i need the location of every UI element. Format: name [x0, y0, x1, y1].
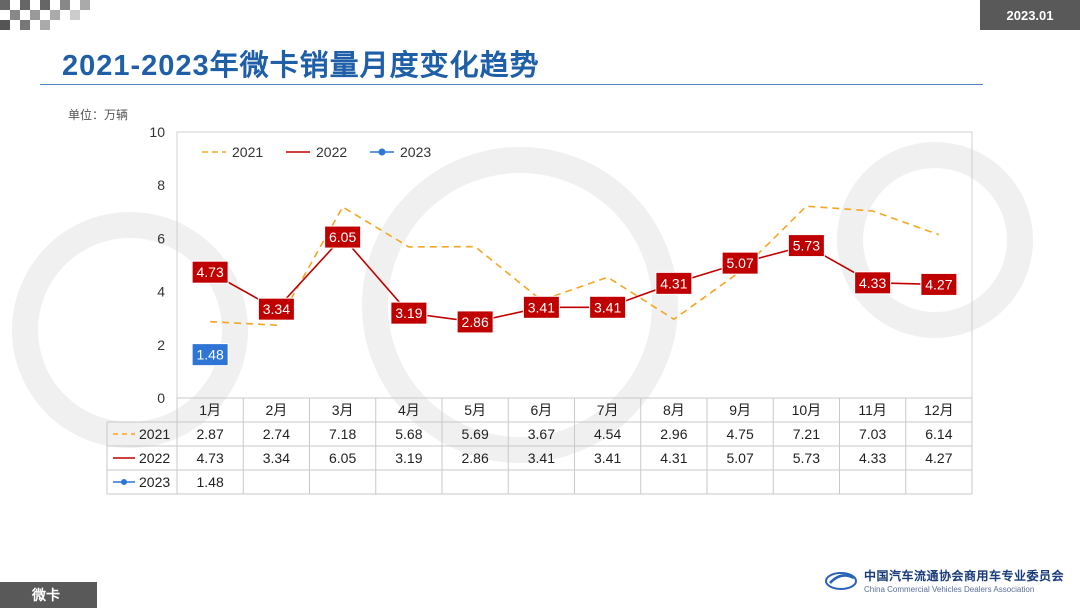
y-tick-label: 2 — [157, 337, 165, 353]
series-2022-label-box — [589, 295, 627, 319]
y-tick-label: 4 — [157, 284, 165, 300]
series-2022-label-box — [787, 234, 825, 258]
x-tick-label: 12月 — [924, 402, 954, 418]
org-name-en: China Commercial Vehicles Dealers Associ… — [863, 585, 1035, 594]
series-2022-data-label: 6.05 — [329, 229, 356, 245]
x-tick-label: 5月 — [464, 402, 486, 418]
table-row-header: 2021 — [139, 426, 170, 442]
series-2022-data-label: 4.31 — [660, 275, 687, 291]
series-2023-label-box — [191, 343, 229, 367]
page-title: 2021-2023年微卡销量月度变化趋势 — [62, 50, 540, 82]
table-cell: 2.74 — [263, 426, 290, 442]
table-cell: 3.34 — [263, 450, 290, 466]
title-divider — [40, 84, 983, 85]
table-cell: 1.48 — [197, 474, 224, 490]
series-2022-data-label: 4.73 — [197, 264, 224, 280]
series-2022-data-label: 5.73 — [793, 238, 820, 254]
series-2022-label-box — [854, 271, 892, 295]
table-cell: 7.03 — [859, 426, 886, 442]
series-2022-label-box — [324, 225, 362, 249]
category-tag: 微卡 — [0, 582, 97, 608]
corner-checker-decoration — [0, 0, 92, 36]
table-cell: 2.87 — [197, 426, 224, 442]
table-cell: 2.86 — [462, 450, 489, 466]
series-2022-label-box — [721, 251, 759, 275]
table-cell: 4.54 — [594, 426, 621, 442]
series-2022-line — [209, 235, 939, 323]
watermark-circle — [362, 147, 678, 463]
series-2022-data-label: 3.34 — [263, 301, 290, 317]
table-cell: 4.27 — [925, 450, 952, 466]
series-2023-data-label: 1.48 — [197, 347, 224, 363]
x-tick-label: 8月 — [663, 402, 685, 418]
table-cell: 6.05 — [329, 450, 356, 466]
org-block: 中国汽车流通协会商用车专业委员会 China Commercial Vehicl… — [864, 567, 1064, 594]
table-key-2023-marker — [121, 479, 127, 485]
table-cell: 3.41 — [528, 450, 555, 466]
legend-2022-label: 2022 — [316, 144, 347, 160]
table-cell: 7.21 — [793, 426, 820, 442]
org-name-cn: 中国汽车流通协会商用车专业委员会 — [863, 569, 1064, 583]
legend-2023-marker — [378, 148, 386, 156]
series-2022-label-box — [390, 301, 428, 325]
table-cell: 3.19 — [395, 450, 422, 466]
series-2022-data-label: 2.86 — [462, 314, 489, 330]
table-cell: 3.41 — [594, 450, 621, 466]
date-badge: 2023.01 — [980, 0, 1080, 30]
series-2022-label-box — [456, 310, 494, 334]
x-tick-label: 1月 — [199, 402, 221, 418]
unit-label: 单位：万辆 — [68, 108, 129, 122]
series-2022-data-label: 3.19 — [395, 305, 422, 321]
table-cell: 7.18 — [329, 426, 356, 442]
legend-2021-label: 2021 — [232, 144, 263, 160]
watermark-circle — [837, 142, 1033, 338]
series-2022-label-box — [920, 272, 958, 296]
series-2022-data-label: 4.33 — [859, 275, 886, 291]
series-2022-data-label: 5.07 — [727, 255, 754, 271]
legend-2023-label: 2023 — [400, 144, 431, 160]
series-2022-data-label: 3.41 — [594, 299, 621, 315]
table-cell: 2.96 — [660, 426, 687, 442]
table-cell: 5.69 — [462, 426, 489, 442]
table-cell: 6.14 — [925, 426, 952, 442]
x-tick-label: 9月 — [729, 402, 751, 418]
table-row-header: 2022 — [139, 450, 170, 466]
table-cell: 4.73 — [197, 450, 224, 466]
x-tick-label: 11月 — [858, 402, 887, 418]
y-tick-label: 6 — [157, 230, 165, 246]
table-cell: 3.67 — [528, 426, 555, 442]
series-2022-label-box — [655, 271, 693, 295]
y-tick-label: 0 — [157, 390, 165, 406]
table-cell: 4.31 — [660, 450, 687, 466]
x-tick-label: 3月 — [332, 402, 354, 418]
table-cell: 5.73 — [793, 450, 820, 466]
table-cell: 5.07 — [727, 450, 754, 466]
org-logo-icon — [825, 572, 857, 590]
watermark-circle — [12, 212, 248, 448]
series-2022-data-label: 4.27 — [925, 276, 952, 292]
series-2022-label-box — [257, 297, 295, 321]
y-tick-label: 10 — [149, 124, 165, 140]
table-row-header: 2023 — [139, 474, 170, 490]
x-tick-label: 6月 — [530, 402, 552, 418]
x-tick-label: 2月 — [265, 402, 287, 418]
y-tick-label: 8 — [157, 177, 165, 193]
series-2022-data-label: 3.41 — [528, 299, 555, 315]
table-cell: 4.33 — [859, 450, 886, 466]
series-2022-label-box — [522, 295, 560, 319]
table-cell: 5.68 — [395, 426, 422, 442]
table-cell: 4.75 — [727, 426, 754, 442]
x-tick-label: 10月 — [792, 402, 822, 418]
series-2022-label-box — [191, 260, 229, 284]
x-tick-label: 7月 — [597, 402, 619, 418]
x-tick-label: 4月 — [398, 402, 420, 418]
